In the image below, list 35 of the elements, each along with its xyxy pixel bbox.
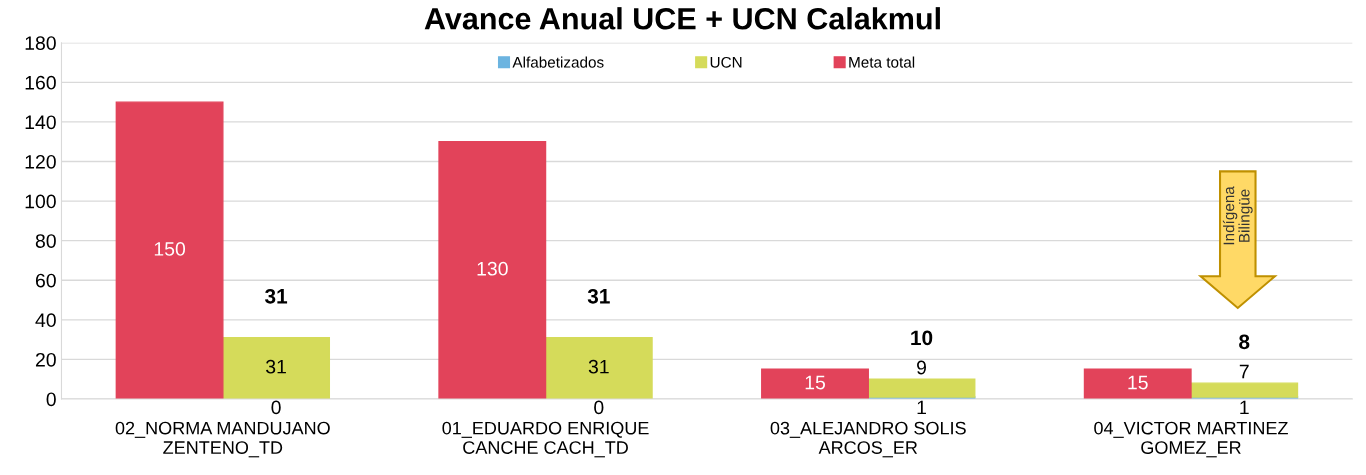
y-tick-label: 160 <box>25 75 56 90</box>
y-tick-label: 60 <box>35 273 56 288</box>
y-tick-label: 0 <box>46 392 56 407</box>
legend-label: UCN <box>710 56 742 68</box>
legend-label: Alfabetizados <box>512 56 604 68</box>
annotation: Indígena Bilingüe <box>1222 186 1253 245</box>
y-tick-label: 40 <box>35 313 56 328</box>
y-tick-label: 140 <box>25 115 56 130</box>
data-label: 15 <box>805 375 826 390</box>
data-label: 1 <box>917 400 926 415</box>
data-label: 150 <box>154 242 186 256</box>
data-label: 31 <box>588 359 609 374</box>
chart-title: Avance Anual UCE + UCN Calakmul <box>424 7 940 30</box>
data-label: 0 <box>594 400 604 415</box>
y-tick-label: 100 <box>25 194 56 209</box>
annotation: 8 <box>1239 334 1250 350</box>
data-label: 130 <box>477 261 508 276</box>
annotation: 31 <box>264 288 288 304</box>
data-label: 9 <box>917 360 926 375</box>
data-label: 7 <box>1239 364 1249 379</box>
data-label: 31 <box>266 359 286 374</box>
annotation: 31 <box>587 288 610 304</box>
x-tick-label: 03_ALEJANDRO SOLIS ARCOS_ER <box>770 421 966 458</box>
data-label: 15 <box>1128 375 1148 390</box>
x-tick-label: 04_VICTOR MARTINEZ GOMEZ_ER <box>1094 421 1288 458</box>
y-tick-label: 180 <box>25 36 56 50</box>
x-tick-label: 01_EDUARDO ENRIQUE CANCHE CACH_TD <box>442 421 649 458</box>
x-tick-label: 02_NORMA MANDUJANO ZENTENO_TD <box>115 421 330 458</box>
data-label: 0 <box>271 400 281 415</box>
annotation: 10 <box>911 330 933 346</box>
data-label: 1 <box>1240 400 1249 415</box>
legend-label: Meta total <box>849 56 915 68</box>
y-tick-label: 20 <box>35 352 56 367</box>
y-tick-label: 120 <box>25 154 56 169</box>
y-tick-label: 80 <box>35 234 56 248</box>
